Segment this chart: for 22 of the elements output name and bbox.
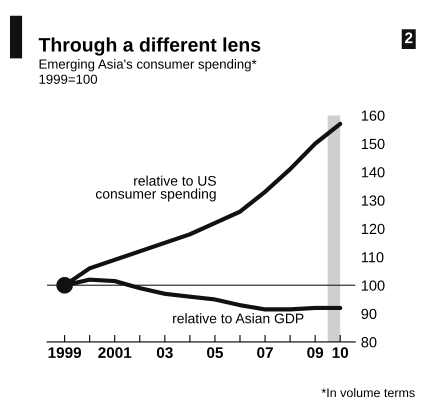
y-tick-label: 110 [362,252,384,262]
y-tick-label: 90 [361,308,376,320]
x-tick-label: 07 [257,347,273,358]
series-label: relative to Asian GDP [173,313,304,324]
x-tick-label: 2001 [98,347,132,358]
y-tick-label: 130 [362,195,385,206]
chart-subtitle: Emerging Asia's consumer spending* 1999=100 [40,59,256,84]
y-tick-label: 160 [362,110,385,121]
text: 2 [405,32,412,44]
y-tick-label: 80 [361,337,376,348]
x-tick-label: 09 [307,347,324,358]
x-tick-label: 03 [156,347,173,358]
y-tick-label: 120 [362,224,385,234]
chart-title: Through a different lens [38,37,260,56]
x-tick-label: 1999 [48,347,82,358]
text: *In volume terms [322,388,415,398]
y-tick-label: 150 [362,138,385,150]
x-tick-label: 10 [332,347,348,358]
y-tick-label: 100 [362,280,385,291]
series-label: relative to US consumer spending [96,176,216,202]
x-tick-label: 05 [207,347,224,358]
y-tick-label: 140 [362,167,385,178]
